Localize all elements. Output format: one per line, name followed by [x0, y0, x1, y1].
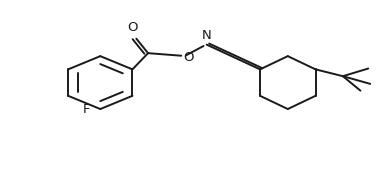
Text: O: O — [183, 51, 194, 64]
Text: N: N — [202, 29, 212, 42]
Text: F: F — [83, 103, 91, 116]
Text: O: O — [127, 21, 138, 34]
